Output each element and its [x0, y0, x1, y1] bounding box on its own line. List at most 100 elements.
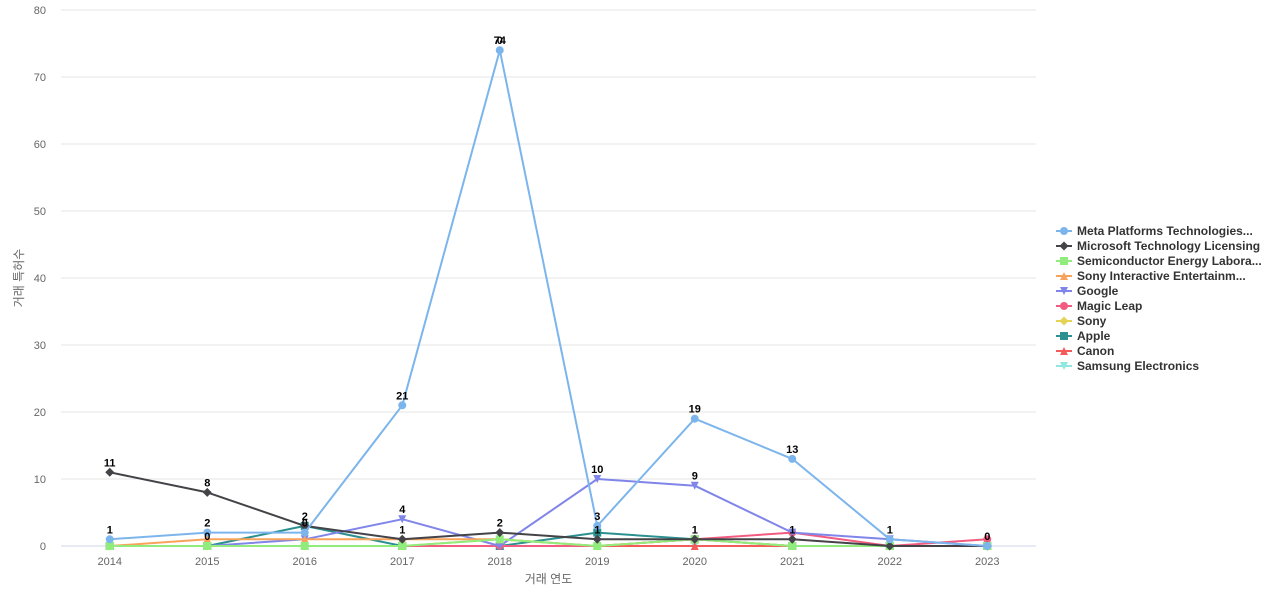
data-label: 74	[494, 35, 507, 47]
legend-marker[interactable]	[1060, 347, 1068, 355]
data-label: 8	[204, 477, 210, 489]
legend-item[interactable]: Magic Leap	[1056, 299, 1142, 313]
x-tick-label: 2014	[98, 556, 122, 568]
legend-marker[interactable]	[1060, 302, 1068, 310]
y-tick-label: 60	[34, 139, 46, 151]
y-axis-title: 거래 특허수	[12, 249, 26, 308]
legend-item[interactable]: Sony Interactive Entertainm...	[1056, 269, 1246, 283]
legend-item[interactable]: Semiconductor Energy Labora...	[1056, 254, 1262, 268]
legend-marker[interactable]	[1059, 241, 1069, 251]
data-point[interactable]	[398, 401, 407, 410]
data-point[interactable]	[398, 542, 407, 550]
y-tick-label: 40	[34, 273, 46, 285]
y-tick-label: 30	[34, 340, 46, 352]
legend-label: Sony	[1077, 314, 1107, 328]
data-label: 1	[107, 524, 113, 536]
legend-marker[interactable]	[1059, 316, 1069, 326]
data-point[interactable]	[593, 521, 602, 530]
data-point[interactable]	[203, 542, 212, 550]
data-point[interactable]	[690, 542, 699, 550]
data-point[interactable]	[495, 535, 504, 544]
data-label: 2	[204, 518, 210, 530]
legend-marker[interactable]	[1060, 227, 1068, 235]
data-point[interactable]	[983, 542, 992, 550]
data-label: 10	[591, 464, 603, 476]
data-point[interactable]	[398, 515, 407, 524]
legend-label: Meta Platforms Technologies...	[1077, 224, 1253, 238]
data-point[interactable]	[397, 534, 407, 544]
data-label: 0	[497, 35, 503, 47]
data-point[interactable]	[690, 481, 699, 490]
data-point[interactable]	[203, 528, 212, 537]
x-tick-label: 2022	[878, 556, 902, 568]
legend-item[interactable]: Meta Platforms Technologies...	[1056, 224, 1253, 238]
data-point[interactable]	[300, 542, 309, 550]
x-tick-label: 2021	[780, 556, 804, 568]
series-line[interactable]	[109, 49, 988, 547]
series-line[interactable]	[109, 478, 988, 547]
legend-item[interactable]: Samsung Electronics	[1056, 359, 1199, 373]
series-0	[105, 46, 992, 550]
data-label: 0	[984, 531, 990, 543]
data-point[interactable]	[593, 528, 602, 537]
y-tick-label: 70	[34, 72, 46, 84]
legend-item[interactable]: Google	[1056, 284, 1119, 298]
legend-label: Microsoft Technology Licensing	[1077, 239, 1260, 253]
legend-item[interactable]: Sony	[1056, 314, 1107, 328]
grid	[61, 9, 1036, 547]
legend-label: Semiconductor Energy Labora...	[1077, 254, 1262, 268]
data-label: 1	[692, 524, 698, 536]
legend-label: Canon	[1077, 344, 1114, 358]
data-label: 1	[399, 524, 405, 536]
data-point[interactable]	[885, 541, 895, 551]
data-point[interactable]	[203, 535, 212, 544]
data-point[interactable]	[105, 535, 114, 544]
data-label: 4	[399, 504, 406, 516]
x-tick-label: 2019	[585, 556, 609, 568]
legend-marker[interactable]	[1060, 257, 1068, 265]
data-point[interactable]	[105, 467, 115, 477]
series-line[interactable]	[109, 538, 988, 547]
series-line[interactable]	[109, 471, 988, 547]
data-point[interactable]	[885, 535, 894, 544]
data-point[interactable]	[787, 534, 797, 544]
data-label: 3	[594, 511, 600, 523]
x-tick-label: 2017	[390, 556, 414, 568]
data-point[interactable]	[495, 542, 504, 550]
data-label: 1	[887, 524, 893, 536]
y-tick-label: 50	[34, 206, 46, 218]
x-tick-label: 2015	[195, 556, 219, 568]
data-label: 0	[204, 531, 210, 543]
legend-item[interactable]: Microsoft Technology Licensing	[1056, 239, 1260, 253]
data-point[interactable]	[593, 475, 602, 483]
legend-marker[interactable]	[1060, 272, 1068, 280]
legend-marker[interactable]	[1060, 332, 1068, 340]
legend-item[interactable]: Apple	[1056, 329, 1111, 343]
data-point[interactable]	[593, 542, 602, 550]
legend-marker[interactable]	[1060, 362, 1068, 370]
data-point[interactable]	[300, 528, 309, 537]
data-point[interactable]	[202, 487, 212, 497]
data-point[interactable]	[788, 542, 797, 550]
data-point[interactable]	[495, 528, 505, 538]
data-label: 2	[302, 511, 308, 523]
data-point[interactable]	[495, 46, 504, 55]
data-point[interactable]	[983, 535, 992, 544]
x-tick-label: 2018	[488, 556, 512, 568]
legend-label: Apple	[1077, 329, 1111, 343]
data-label: 9	[692, 471, 698, 483]
legend-item[interactable]: Canon	[1056, 344, 1114, 358]
data-point[interactable]	[788, 528, 797, 537]
legend-marker[interactable]	[1060, 287, 1068, 295]
data-point[interactable]	[592, 534, 602, 544]
legend-label: Sony Interactive Entertainm...	[1077, 269, 1246, 283]
y-tick-label: 10	[34, 474, 46, 486]
y-tick-label: 80	[34, 5, 46, 17]
data-point[interactable]	[300, 535, 309, 544]
data-point[interactable]	[105, 542, 114, 550]
x-tick-label: 2016	[293, 556, 317, 568]
data-point[interactable]	[690, 534, 700, 544]
data-point[interactable]	[690, 414, 699, 423]
data-point[interactable]	[788, 454, 797, 463]
